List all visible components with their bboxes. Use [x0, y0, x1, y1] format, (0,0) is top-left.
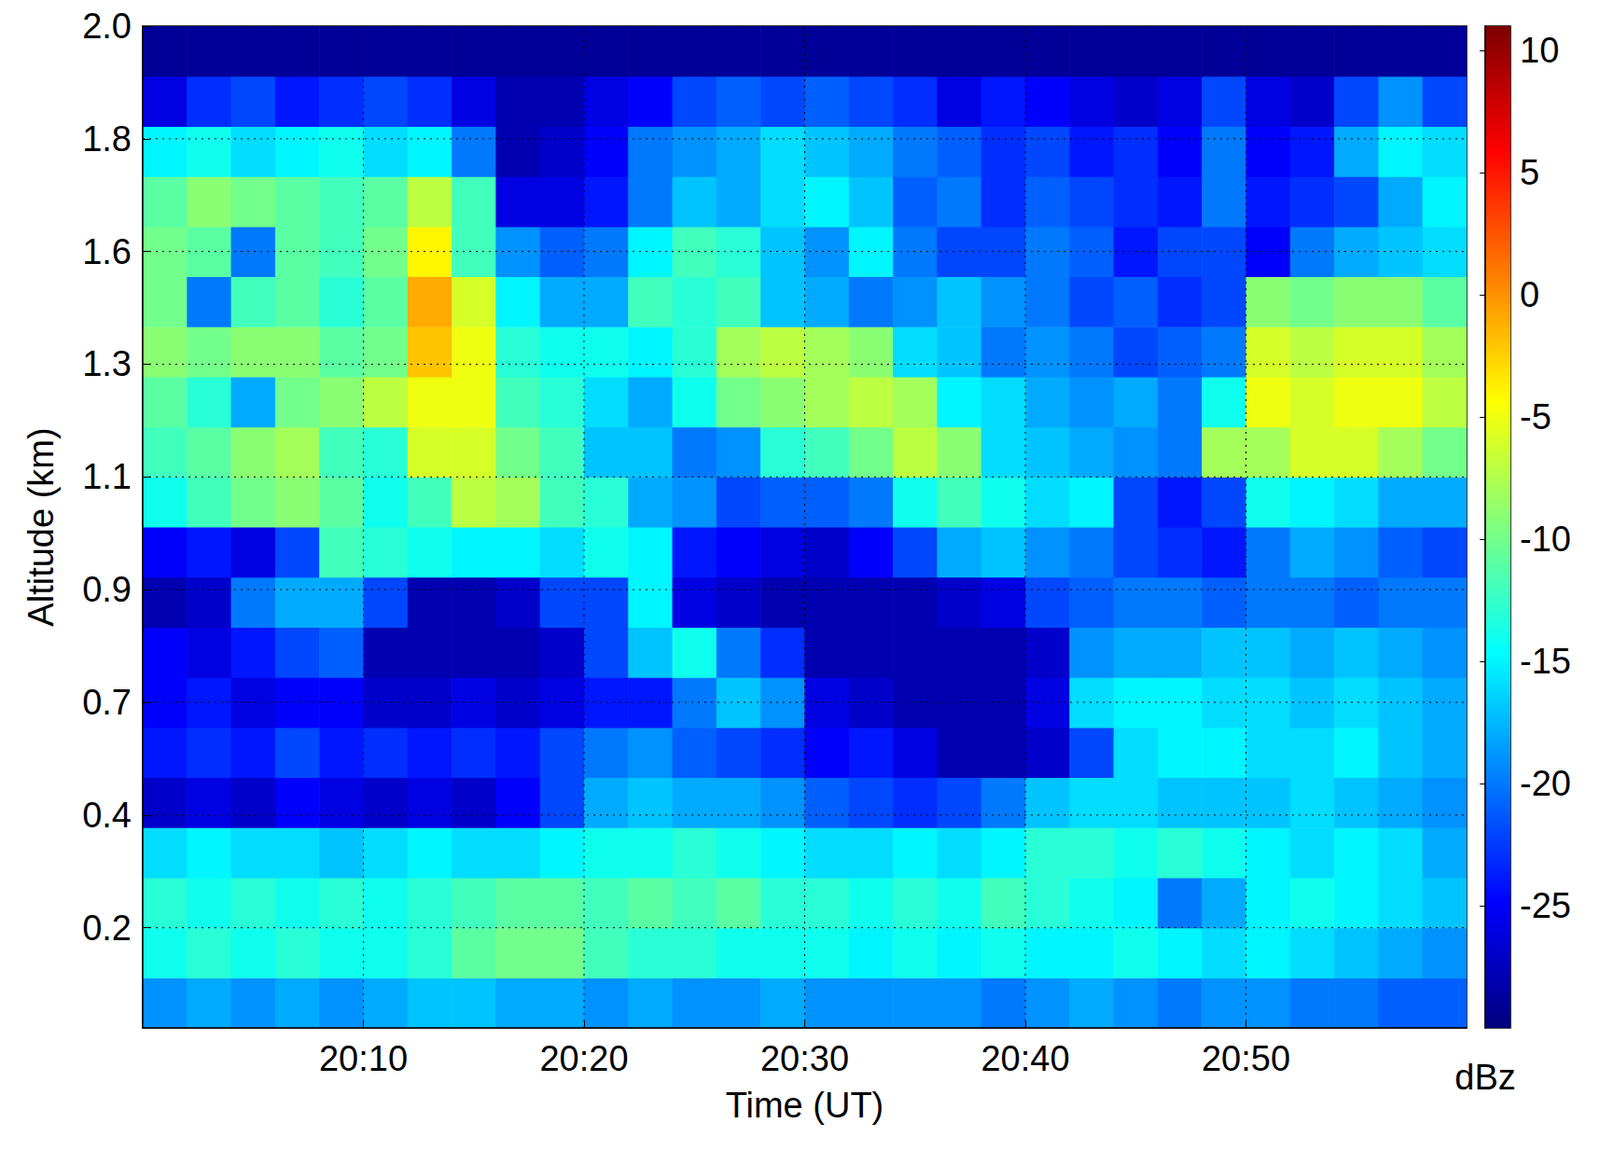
svg-text:20:30: 20:30: [760, 1039, 849, 1079]
svg-text:10: 10: [1519, 30, 1559, 70]
svg-text:-15: -15: [1519, 641, 1572, 682]
svg-text:0: 0: [1519, 275, 1540, 315]
svg-text:-10: -10: [1519, 519, 1572, 559]
svg-text:1.6: 1.6: [82, 232, 132, 272]
svg-text:-25: -25: [1519, 886, 1572, 926]
svg-text:2.0: 2.0: [82, 6, 132, 46]
svg-text:1.3: 1.3: [82, 344, 132, 384]
svg-text:20:50: 20:50: [1201, 1039, 1291, 1079]
svg-text:-5: -5: [1519, 397, 1552, 437]
svg-text:20:10: 20:10: [319, 1039, 408, 1079]
svg-text:dBz: dBz: [1454, 1057, 1516, 1098]
svg-text:Time (UT): Time (UT): [725, 1085, 885, 1126]
svg-text:20:20: 20:20: [539, 1039, 628, 1079]
svg-text:-20: -20: [1519, 764, 1572, 804]
svg-text:0.4: 0.4: [82, 795, 132, 835]
svg-text:0.7: 0.7: [82, 682, 132, 723]
svg-text:20:40: 20:40: [980, 1039, 1070, 1079]
svg-text:Altitude (km): Altitude (km): [21, 427, 61, 627]
svg-text:5: 5: [1519, 153, 1540, 193]
svg-text:1.1: 1.1: [82, 457, 132, 497]
svg-text:0.2: 0.2: [82, 908, 132, 948]
svg-text:1.8: 1.8: [82, 119, 132, 159]
svg-text:0.9: 0.9: [82, 570, 132, 610]
